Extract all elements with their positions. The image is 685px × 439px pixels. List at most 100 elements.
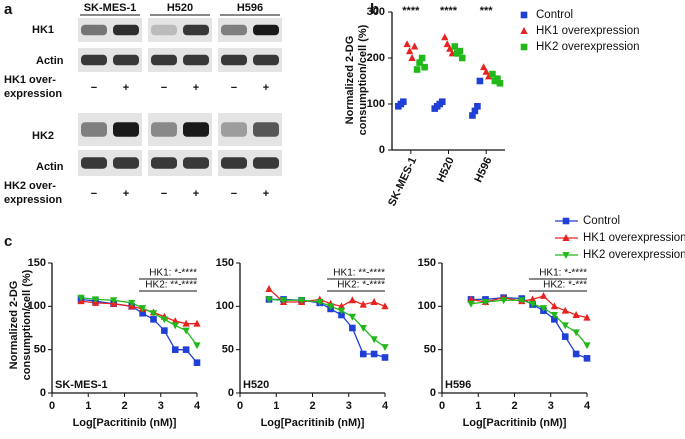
data-point (182, 319, 190, 327)
data-point (193, 342, 201, 350)
series-line (80, 298, 198, 364)
y-tick-label: 50 (222, 344, 234, 356)
data-point (561, 322, 569, 330)
panel-label: b (370, 1, 379, 18)
data-point (182, 346, 190, 353)
data-point (528, 300, 537, 308)
loading-label: Actin (36, 161, 64, 173)
data-point (485, 72, 493, 80)
significance-annotation: HK2: **-**** (145, 280, 197, 291)
blot-band (221, 24, 247, 36)
data-point (456, 47, 464, 55)
data-point (370, 350, 378, 358)
significance: **** (440, 5, 458, 17)
data-point (410, 42, 419, 50)
cell-line-label: H596 (445, 379, 471, 391)
y-tick-label: 200 (367, 52, 385, 64)
panel-label: c (4, 233, 12, 250)
x-tick-label: 4 (584, 400, 591, 412)
condition-label: expression (4, 194, 62, 206)
blot-band (151, 157, 177, 169)
data-point (359, 325, 367, 332)
legend-label: HK1 overexpression (536, 25, 640, 37)
blot-band (183, 24, 209, 36)
significance: *** (480, 5, 494, 17)
series-line (268, 298, 386, 348)
data-point (370, 336, 378, 344)
significance-annotation: HK1: **-**** (333, 268, 385, 279)
y-tick-label: 150 (418, 257, 436, 269)
legend-marker (562, 252, 570, 259)
x-tick-label: 2 (309, 400, 315, 412)
lane-sign: + (123, 188, 129, 200)
data-point (413, 66, 421, 73)
data-point (499, 297, 508, 305)
data-point (458, 54, 466, 62)
y-tick-label: 0 (379, 144, 385, 156)
series-line (268, 288, 386, 308)
blot-band (221, 122, 247, 137)
data-point (446, 44, 454, 52)
data-point (160, 316, 169, 324)
data-point (405, 47, 414, 55)
data-point (403, 40, 411, 48)
data-point (348, 313, 357, 321)
data-point (551, 316, 558, 323)
y-tick-label: 50 (424, 344, 436, 356)
blot-band (81, 54, 107, 66)
significance-annotation: HK1: *-**** (149, 268, 197, 279)
data-point (438, 98, 446, 105)
data-point (149, 310, 158, 318)
data-point (193, 359, 201, 366)
data-point (528, 295, 537, 303)
data-point (476, 77, 484, 85)
legend-marker (520, 43, 528, 51)
x-axis-label: Log[Pacritinib (nM)] (261, 417, 365, 429)
y-axis-label: consumption/cell (%) (357, 24, 369, 135)
data-point (561, 306, 569, 314)
data-point (583, 342, 591, 350)
y-tick-label: 100 (28, 300, 46, 312)
data-point (337, 302, 346, 310)
protein-label: HK1 (32, 24, 54, 36)
data-point (480, 63, 488, 71)
x-tick-label: 1 (273, 400, 279, 412)
data-point (139, 309, 146, 317)
data-point (109, 297, 118, 305)
data-point (572, 311, 580, 318)
significance-annotation: HK1: *-**** (539, 268, 587, 279)
cell-line-label: H520 (243, 379, 269, 391)
data-point (496, 80, 504, 87)
data-point (338, 311, 345, 319)
data-point (381, 354, 389, 361)
blot-band (113, 122, 139, 137)
x-tick-label: 4 (194, 400, 201, 412)
data-point (467, 300, 475, 308)
data-point (482, 67, 490, 75)
data-point (418, 54, 426, 62)
data-point (161, 327, 168, 334)
data-point (474, 103, 481, 110)
data-point (539, 305, 548, 313)
blot-band (81, 157, 107, 169)
series-line (80, 297, 198, 346)
legend-marker (562, 217, 570, 225)
data-point (370, 298, 378, 305)
lane-sign: + (193, 188, 199, 200)
panel-label: a (4, 1, 13, 18)
y-tick-label: 150 (28, 257, 46, 269)
legend-label: Control (583, 215, 620, 227)
significance: **** (402, 5, 420, 17)
blot-band (253, 54, 279, 66)
x-tick-label: 2 (511, 400, 517, 412)
x-tick-label: 4 (382, 400, 389, 412)
data-point (416, 59, 423, 66)
cell-line-label: SK-MES-1 (55, 379, 108, 391)
legend-label: Control (536, 9, 573, 21)
x-tick-label: 0 (237, 400, 243, 412)
data-point (128, 299, 136, 307)
blot-band (253, 24, 279, 36)
legend-marker (562, 234, 570, 241)
